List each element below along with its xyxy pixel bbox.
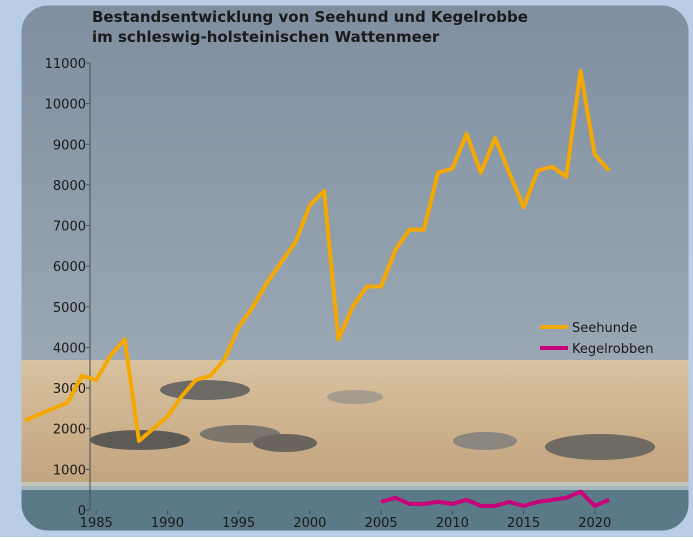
y-tick-label: 2000	[53, 423, 86, 438]
y-tick-label: 6000	[53, 260, 86, 275]
photo-background	[20, 4, 690, 532]
chart-title: Bestandsentwicklung von Seehund und Kege…	[92, 8, 528, 26]
y-tick-label: 11000	[45, 57, 86, 72]
y-tick-label: 1000	[53, 463, 86, 478]
x-tick-label: 2010	[436, 516, 469, 531]
y-tick-label: 4000	[53, 341, 86, 356]
x-tick-label: 2000	[293, 516, 326, 531]
y-tick-label: 5000	[53, 301, 86, 316]
x-tick-label: 1985	[80, 516, 113, 531]
y-tick-label: 9000	[53, 138, 86, 153]
chart-title: im schleswig-holsteinischen Wattenmeer	[92, 28, 440, 46]
x-tick-label: 2015	[507, 516, 540, 531]
y-tick-label: 7000	[53, 220, 86, 235]
x-tick-label: 1990	[151, 516, 184, 531]
y-tick-label: 3000	[53, 382, 86, 397]
x-tick-label: 2020	[578, 516, 611, 531]
chart: Bestandsentwicklung von Seehund und Kege…	[0, 0, 693, 537]
legend-label: Kegelrobben	[572, 342, 654, 357]
y-tick-label: 8000	[53, 179, 86, 194]
x-tick-label: 2005	[365, 516, 398, 531]
legend-label: Seehunde	[572, 321, 637, 336]
y-tick-label: 10000	[45, 98, 86, 113]
x-tick-label: 1995	[222, 516, 255, 531]
